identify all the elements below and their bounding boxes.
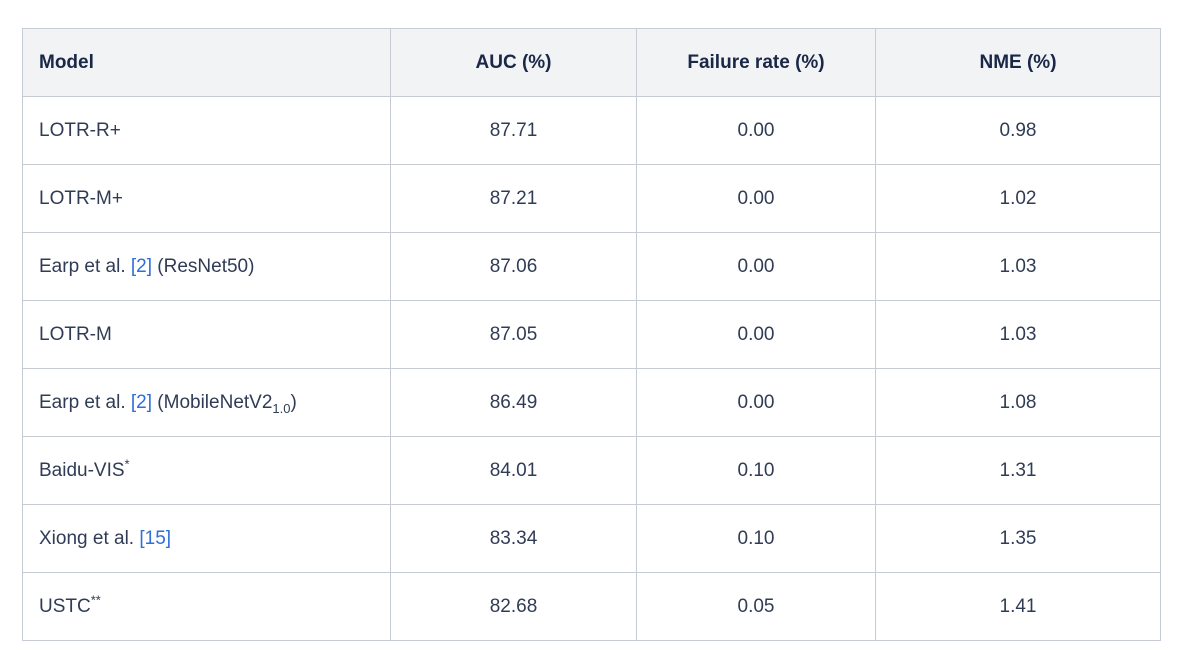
nme-cell: 0.98 xyxy=(875,96,1161,165)
failure-rate-cell: 0.10 xyxy=(636,504,876,573)
citation-link[interactable]: [2] xyxy=(130,255,153,277)
column-header-model: Model xyxy=(22,28,391,97)
model-name-text: Xiong et al. xyxy=(39,527,140,549)
model-name-text: USTC xyxy=(39,595,91,617)
table-header-row: Model AUC (%) Failure rate (%) NME (%) xyxy=(22,28,1161,97)
failure-rate-cell: 0.00 xyxy=(636,300,876,369)
citation-link[interactable]: [15] xyxy=(139,527,172,549)
model-cell: USTC** xyxy=(22,572,391,641)
failure-rate-cell: 0.00 xyxy=(636,368,876,437)
nme-cell: 1.35 xyxy=(875,504,1161,573)
auc-cell: 87.21 xyxy=(390,164,637,233)
model-cell: LOTR-M+ xyxy=(22,164,391,233)
model-name-text: (ResNet50) xyxy=(152,255,255,277)
auc-cell: 84.01 xyxy=(390,436,637,505)
nme-cell: 1.02 xyxy=(875,164,1161,233)
table-header: Model AUC (%) Failure rate (%) NME (%) xyxy=(22,28,1161,97)
auc-cell: 87.71 xyxy=(390,96,637,165)
nme-cell: 1.31 xyxy=(875,436,1161,505)
superscript-marker: * xyxy=(124,456,130,472)
table-row: LOTR-M+ 87.21 0.00 1.02 xyxy=(22,164,1161,233)
column-header-auc: AUC (%) xyxy=(390,28,637,97)
table-row: Xiong et al. [15] 83.34 0.10 1.35 xyxy=(22,504,1161,573)
model-name-text: Earp et al. xyxy=(39,255,131,277)
table-row: Earp et al. [2] (ResNet50) 87.06 0.00 1.03 xyxy=(22,232,1161,301)
failure-rate-cell: 0.10 xyxy=(636,436,876,505)
model-cell: Earp et al. [2] (MobileNetV21.0) xyxy=(22,368,391,437)
table-row: USTC** 82.68 0.05 1.41 xyxy=(22,572,1161,641)
auc-cell: 87.06 xyxy=(390,232,637,301)
auc-cell: 82.68 xyxy=(390,572,637,641)
table-row: Baidu-VIS* 84.01 0.10 1.31 xyxy=(22,436,1161,505)
column-header-nme: NME (%) xyxy=(875,28,1161,97)
nme-cell: 1.03 xyxy=(875,300,1161,369)
model-cell: Xiong et al. [15] xyxy=(22,504,391,573)
results-table: Model AUC (%) Failure rate (%) NME (%) LOTR… xyxy=(22,28,1161,641)
model-cell: LOTR-R+ xyxy=(22,96,391,165)
column-header-failure-rate: Failure rate (%) xyxy=(636,28,876,97)
subscript-text: 1.0 xyxy=(272,400,291,416)
failure-rate-cell: 0.00 xyxy=(636,232,876,301)
table-row: LOTR-R+ 87.71 0.00 0.98 xyxy=(22,96,1161,165)
model-name-text: ) xyxy=(290,391,297,413)
nme-cell: 1.41 xyxy=(875,572,1161,641)
nme-cell: 1.08 xyxy=(875,368,1161,437)
model-cell: Earp et al. [2] (ResNet50) xyxy=(22,232,391,301)
table-body: LOTR-R+ 87.71 0.00 0.98 LOTR-M+ 87.21 0.00 1.02… xyxy=(22,96,1161,641)
citation-link[interactable]: [2] xyxy=(130,391,153,413)
auc-cell: 87.05 xyxy=(390,300,637,369)
failure-rate-cell: 0.00 xyxy=(636,164,876,233)
auc-cell: 83.34 xyxy=(390,504,637,573)
table-row: Earp et al. [2] (MobileNetV21.0) 86.49 0.0… xyxy=(22,368,1161,437)
failure-rate-cell: 0.05 xyxy=(636,572,876,641)
model-name-text: LOTR-M xyxy=(39,323,112,345)
model-name-text: Baidu-VIS xyxy=(39,459,125,481)
table-row: LOTR-M 87.05 0.00 1.03 xyxy=(22,300,1161,369)
model-name-text: LOTR-R+ xyxy=(39,119,121,141)
superscript-marker: ** xyxy=(90,592,101,608)
model-name-text: LOTR-M+ xyxy=(39,187,123,209)
model-cell: Baidu-VIS* xyxy=(22,436,391,505)
model-cell: LOTR-M xyxy=(22,300,391,369)
auc-cell: 86.49 xyxy=(390,368,637,437)
model-name-text: (MobileNetV2 xyxy=(152,391,273,413)
failure-rate-cell: 0.00 xyxy=(636,96,876,165)
model-name-text: Earp et al. xyxy=(39,391,131,413)
nme-cell: 1.03 xyxy=(875,232,1161,301)
